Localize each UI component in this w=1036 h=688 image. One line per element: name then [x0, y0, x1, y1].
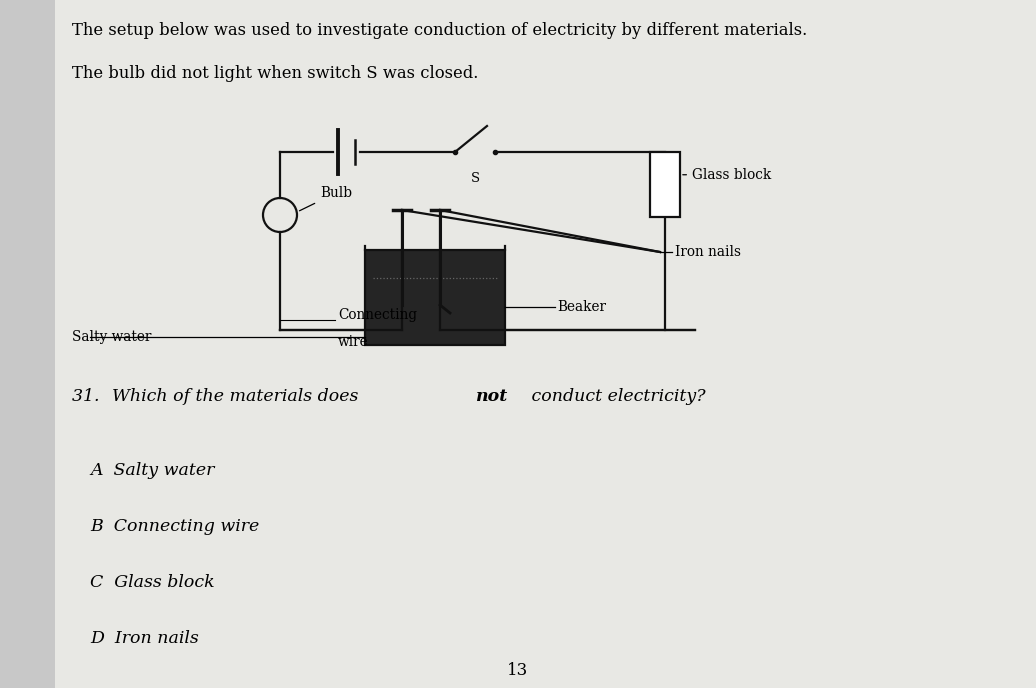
- Text: B  Connecting wire: B Connecting wire: [90, 518, 259, 535]
- Text: D  Iron nails: D Iron nails: [90, 630, 199, 647]
- Text: C  Glass block: C Glass block: [90, 574, 214, 591]
- Text: Iron nails: Iron nails: [675, 245, 741, 259]
- Text: 13: 13: [508, 662, 528, 679]
- Text: S: S: [470, 172, 480, 185]
- Text: The bulb did not light when switch S was closed.: The bulb did not light when switch S was…: [71, 65, 479, 82]
- Text: wire: wire: [338, 335, 369, 349]
- Text: 31.: 31.: [71, 388, 105, 405]
- Text: Bulb: Bulb: [299, 186, 352, 211]
- Text: Beaker: Beaker: [557, 300, 606, 314]
- Text: A  Salty water: A Salty water: [90, 462, 214, 479]
- Text: conduct electricity?: conduct electricity?: [526, 388, 706, 405]
- Text: Which of the materials does: Which of the materials does: [112, 388, 364, 405]
- Text: The setup below was used to investigate conduction of electricity by different m: The setup below was used to investigate …: [71, 22, 807, 39]
- Bar: [365, 250, 505, 345]
- FancyBboxPatch shape: [55, 0, 1036, 688]
- Text: Salty water: Salty water: [71, 330, 151, 344]
- Bar: [650, 152, 680, 217]
- Text: Glass block: Glass block: [683, 168, 771, 182]
- Text: Connecting: Connecting: [338, 308, 418, 322]
- Text: not: not: [474, 388, 508, 405]
